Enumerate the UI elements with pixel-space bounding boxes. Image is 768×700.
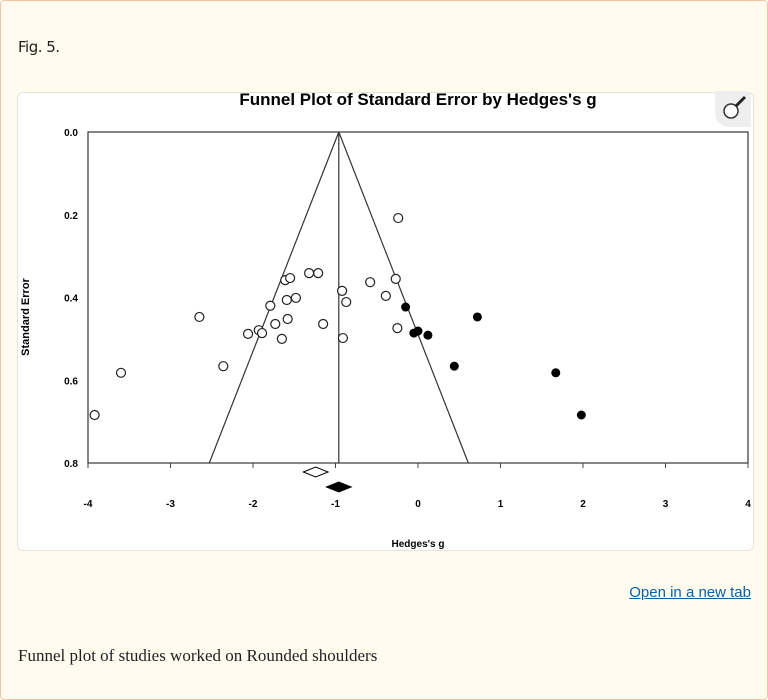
funnel-plot: Funnel Plot of Standard Error by Hedges'… [20, 90, 751, 550]
x-tick-label: -3 [166, 499, 175, 510]
x-tick-label: 4 [745, 499, 751, 510]
chart-title: Funnel Plot of Standard Error by Hedges'… [239, 90, 596, 109]
observed-study-point [115, 367, 127, 378]
observed-study-point [281, 294, 292, 306]
observed-study-point [304, 267, 315, 279]
x-axis-label: Hedges's g [392, 539, 445, 550]
observed-study-point [265, 300, 276, 311]
observed-study-point [380, 290, 391, 301]
observed-summary-diamond [301, 466, 330, 478]
open-in-new-tab-link[interactable]: Open in a new tab [629, 584, 751, 601]
imputed-study-point [449, 361, 459, 371]
adjusted-summary-diamond [325, 481, 353, 493]
observed-study-point [194, 311, 205, 323]
observed-study-point [313, 267, 324, 279]
observed-study-point [365, 277, 376, 288]
figure-label: Fig. 5. [18, 38, 60, 56]
observed-study-point [393, 212, 404, 224]
imputed-study-point [423, 330, 433, 340]
x-tick-label: 2 [580, 499, 586, 510]
observed-study-point [337, 285, 348, 296]
observed-study-point [290, 292, 301, 304]
observed-study-point [270, 318, 281, 330]
x-tick-label: -4 [84, 499, 93, 510]
observed-study-point [276, 333, 287, 344]
observed-study-point [242, 328, 254, 340]
x-tick-label: -2 [249, 499, 258, 510]
figure-image[interactable] [17, 92, 754, 551]
imputed-study-point [401, 302, 411, 312]
y-tick-label: 0.6 [64, 376, 78, 387]
imputed-study-point [472, 312, 482, 322]
funnel-right-line [338, 131, 469, 464]
y-tick-label: 0.8 [64, 459, 78, 470]
magnifier-icon [723, 95, 747, 119]
x-tick-label: 0 [415, 499, 421, 510]
observed-study-point [282, 313, 293, 325]
imputed-study-point [576, 410, 586, 420]
observed-study-point [256, 327, 268, 339]
y-tick-label: 0.0 [64, 128, 78, 139]
y-axis-label: Standard Error [20, 277, 32, 355]
x-tick-label: 3 [663, 499, 669, 510]
y-tick-label: 0.2 [64, 211, 78, 222]
observed-study-point [218, 361, 229, 372]
observed-study-point [392, 323, 403, 334]
observed-study-point [285, 272, 296, 284]
funnel-left-line [208, 131, 340, 464]
observed-study-point [89, 409, 100, 421]
x-tick-label: -1 [331, 499, 340, 510]
plot-frame [87, 131, 749, 464]
observed-study-point [390, 273, 401, 284]
x-tick-label: 1 [498, 499, 504, 510]
imputed-study-point [413, 326, 423, 336]
imputed-study-point [551, 368, 561, 378]
observed-study-point [318, 318, 329, 330]
zoom-button[interactable] [715, 91, 751, 127]
observed-study-point [341, 296, 352, 308]
observed-study-point [337, 332, 349, 344]
y-tick-label: 0.4 [64, 294, 78, 305]
figure-caption: Funnel plot of studies worked on Rounded… [18, 646, 378, 665]
